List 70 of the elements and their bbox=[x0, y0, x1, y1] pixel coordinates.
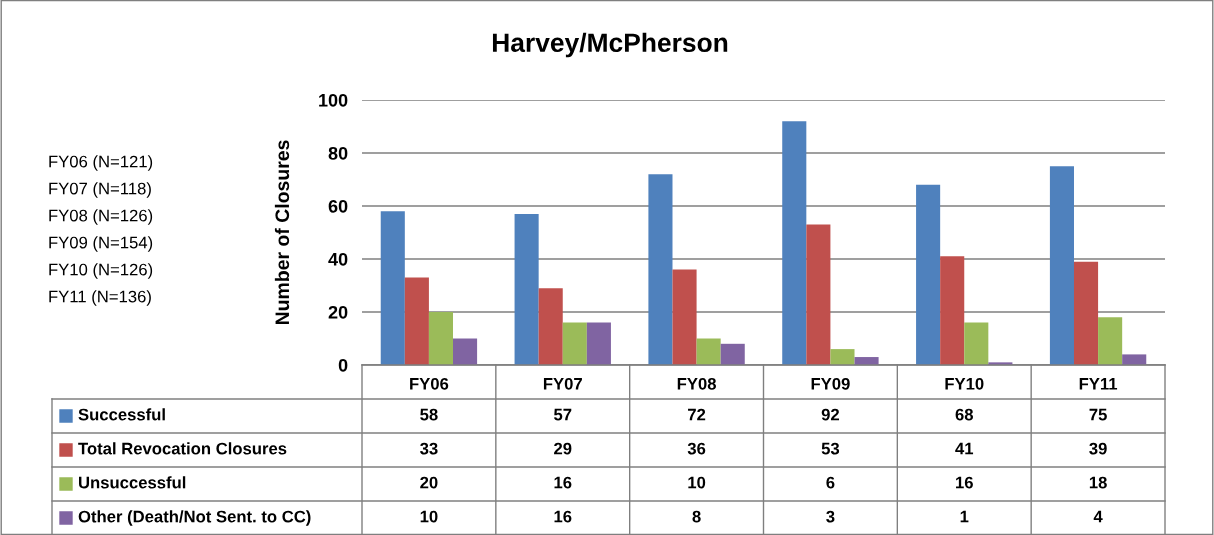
text: FY08 (N=126) bbox=[49, 209, 153, 225]
data-label: 36 bbox=[687, 442, 706, 455]
bar bbox=[404, 277, 429, 365]
data-label: 18 bbox=[1089, 476, 1107, 489]
data-label: 39 bbox=[1089, 442, 1107, 455]
y-tick-label: 20 bbox=[328, 305, 348, 319]
data-label: 16 bbox=[956, 476, 973, 489]
data-label: 53 bbox=[821, 442, 840, 455]
bar bbox=[916, 184, 941, 365]
bar bbox=[782, 121, 807, 365]
x-tick-label: FY09 bbox=[811, 377, 850, 390]
legend-label: Other (Death/Not Sent. to CC) bbox=[78, 510, 311, 526]
bar bbox=[1073, 261, 1099, 365]
bar bbox=[538, 288, 563, 365]
bar bbox=[720, 343, 745, 365]
data-label: 92 bbox=[821, 408, 840, 421]
data-label: 6 bbox=[826, 476, 835, 489]
bar bbox=[453, 338, 478, 365]
text: FY11 (N=136) bbox=[49, 290, 151, 306]
data-label: 4 bbox=[1093, 510, 1103, 523]
bar bbox=[1098, 317, 1123, 365]
data-label: 41 bbox=[955, 442, 974, 455]
y-axis-title: Number of Closures bbox=[274, 140, 290, 325]
bar bbox=[940, 256, 965, 365]
x-tick-label: FY11 bbox=[1079, 378, 1118, 390]
bar bbox=[1049, 166, 1074, 365]
x-tick-label: FY08 bbox=[677, 377, 716, 390]
data-label: 20 bbox=[420, 476, 438, 489]
text: FY10 (N=126) bbox=[49, 263, 153, 279]
legend-label: Successful bbox=[78, 408, 165, 421]
legend-label: Unsuccessful bbox=[79, 476, 186, 489]
data-label: 16 bbox=[554, 476, 572, 489]
x-tick-label: FY10 bbox=[945, 377, 984, 390]
x-tick-label: FY07 bbox=[543, 377, 582, 390]
bar bbox=[830, 349, 855, 365]
bar bbox=[514, 213, 539, 365]
data-label: 8 bbox=[692, 510, 701, 523]
x-tick-label: FY06 bbox=[410, 377, 449, 390]
chart-title: Harvey/McPherson bbox=[492, 32, 728, 58]
text: FY06 (N=121) bbox=[49, 155, 153, 171]
bar bbox=[1122, 354, 1147, 365]
y-tick-label: 40 bbox=[328, 252, 348, 266]
data-label: 58 bbox=[420, 408, 438, 421]
bar bbox=[648, 174, 673, 365]
data-label: 10 bbox=[420, 510, 438, 523]
bar bbox=[672, 269, 697, 365]
data-label: 10 bbox=[688, 476, 706, 489]
bar bbox=[380, 211, 405, 365]
data-label: 72 bbox=[688, 408, 706, 421]
data-label: 57 bbox=[553, 408, 572, 421]
bar bbox=[696, 338, 721, 365]
y-tick-label: 100 bbox=[319, 93, 348, 107]
bar bbox=[562, 322, 587, 365]
y-tick-label: 80 bbox=[328, 146, 348, 160]
text: FY09 (N=154) bbox=[49, 236, 153, 252]
data-label: 68 bbox=[955, 408, 974, 421]
data-label: 29 bbox=[554, 442, 572, 455]
bar bbox=[586, 322, 611, 365]
y-tick-label: 0 bbox=[338, 358, 348, 372]
y-tick-label: 60 bbox=[328, 199, 348, 213]
bar bbox=[964, 322, 989, 365]
data-label: 3 bbox=[826, 510, 835, 523]
data-label: 33 bbox=[420, 442, 438, 455]
bar bbox=[428, 312, 454, 365]
legend-label: Total Revocation Closures bbox=[78, 442, 287, 455]
text: FY07 (N=118) bbox=[49, 182, 151, 198]
data-label: 75 bbox=[1089, 408, 1107, 421]
data-label: 1 bbox=[960, 510, 969, 523]
bar bbox=[806, 224, 831, 365]
data-label: 16 bbox=[554, 510, 572, 523]
